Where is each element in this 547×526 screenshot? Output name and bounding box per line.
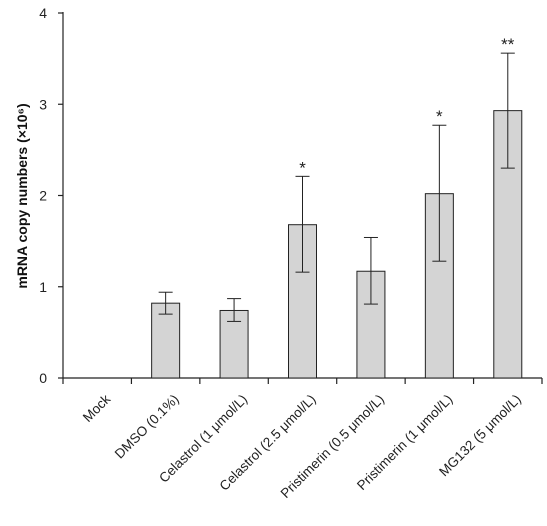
significance-marker: ** — [501, 35, 515, 54]
category-label: Mock — [80, 391, 114, 425]
y-tick-label: 2 — [39, 188, 47, 204]
category-label: DMSO (0.1%) — [112, 392, 182, 462]
y-tick-label: 4 — [39, 5, 47, 21]
y-tick-label: 1 — [39, 279, 47, 295]
bar — [151, 302, 181, 379]
y-tick-label: 0 — [39, 370, 47, 386]
y-tick-label: 3 — [39, 96, 47, 112]
chart-axes: 0 1 2 3 4 — [39, 5, 543, 386]
y-axis-label: mRNA copy numbers (×10⁶) — [14, 103, 30, 288]
significance-marker: * — [299, 158, 306, 177]
significance-marker: * — [436, 107, 443, 126]
